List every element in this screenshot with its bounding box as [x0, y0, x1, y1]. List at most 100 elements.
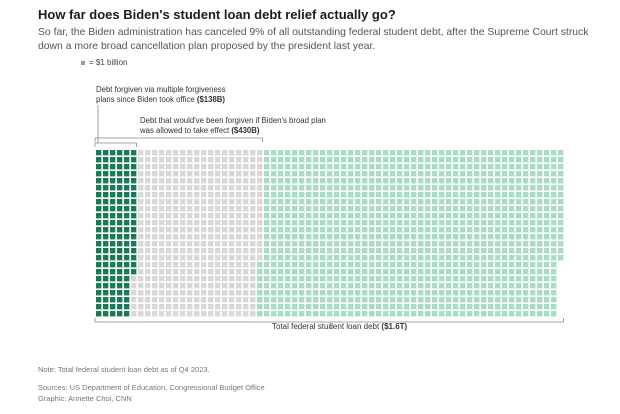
waffle-cell — [495, 185, 501, 191]
waffle-cell — [180, 311, 186, 317]
waffle-cell — [439, 157, 445, 163]
waffle-cell — [425, 185, 431, 191]
waffle-cell — [544, 206, 550, 212]
waffle-cell — [180, 157, 186, 163]
waffle-cell — [138, 283, 144, 289]
waffle-cell — [383, 227, 389, 233]
waffle-cell — [173, 276, 179, 282]
waffle-cell — [327, 290, 333, 296]
waffle-cell — [166, 290, 172, 296]
waffle-cell — [131, 185, 137, 191]
waffle-cell — [243, 150, 249, 156]
waffle-cell — [460, 297, 466, 303]
waffle-cell — [208, 150, 214, 156]
waffle-cell — [418, 227, 424, 233]
waffle-cell — [243, 269, 249, 275]
waffle-cell — [369, 185, 375, 191]
waffle-cell — [117, 178, 123, 184]
waffle-cell — [278, 150, 284, 156]
waffle-cell — [488, 311, 494, 317]
waffle-cell — [292, 297, 298, 303]
waffle-cell — [453, 255, 459, 261]
waffle-cell — [243, 178, 249, 184]
waffle-cell — [467, 248, 473, 254]
waffle-cell — [348, 178, 354, 184]
waffle-cell — [334, 248, 340, 254]
waffle-cell — [530, 304, 536, 310]
waffle-cell — [439, 171, 445, 177]
waffle-cell — [369, 192, 375, 198]
waffle-cell — [285, 283, 291, 289]
waffle-cell — [152, 185, 158, 191]
waffle-cell — [509, 171, 515, 177]
waffle-cell — [327, 220, 333, 226]
waffle-cell — [341, 248, 347, 254]
waffle-cell — [341, 304, 347, 310]
chart-subtitle: So far, the Biden administration has can… — [38, 27, 589, 52]
waffle-cell — [432, 178, 438, 184]
waffle-cell — [194, 150, 200, 156]
waffle-cell — [334, 171, 340, 177]
waffle-cell — [215, 227, 221, 233]
waffle-cell — [369, 276, 375, 282]
waffle-cell — [320, 241, 326, 247]
waffle-cell — [264, 213, 270, 219]
waffle-cell — [229, 192, 235, 198]
waffle-cell — [362, 157, 368, 163]
waffle-cell — [187, 227, 193, 233]
waffle-cell — [537, 206, 543, 212]
waffle-cell — [376, 192, 382, 198]
waffle-cell — [453, 227, 459, 233]
waffle-cell — [355, 192, 361, 198]
waffle-cell — [495, 157, 501, 163]
waffle-cell — [285, 227, 291, 233]
waffle-cell — [110, 199, 116, 205]
waffle-cell — [271, 171, 277, 177]
waffle-cell — [551, 150, 557, 156]
waffle-cell — [145, 290, 151, 296]
waffle-cell — [558, 178, 564, 184]
waffle-cell — [313, 255, 319, 261]
waffle-cell — [159, 297, 165, 303]
waffle-cell — [453, 206, 459, 212]
waffle-cell — [411, 178, 417, 184]
waffle-cell — [488, 150, 494, 156]
waffle-cell — [145, 178, 151, 184]
waffle-cell — [453, 290, 459, 296]
waffle-cell — [383, 206, 389, 212]
waffle-cell — [544, 150, 550, 156]
waffle-cell — [474, 192, 480, 198]
waffle-cell — [523, 262, 529, 268]
waffle-cell — [516, 171, 522, 177]
waffle-cell — [369, 304, 375, 310]
waffle-cell — [117, 185, 123, 191]
waffle-cell — [467, 255, 473, 261]
waffle-cell — [418, 297, 424, 303]
waffle-cell — [201, 185, 207, 191]
waffle-cell — [124, 269, 130, 275]
waffle-cell — [117, 227, 123, 233]
waffle-cell — [348, 283, 354, 289]
waffle-cell — [103, 297, 109, 303]
waffle-cell — [453, 164, 459, 170]
waffle-cell — [537, 178, 543, 184]
waffle-cell — [236, 276, 242, 282]
waffle-cell — [320, 164, 326, 170]
waffle-cell — [348, 255, 354, 261]
waffle-cell — [278, 283, 284, 289]
waffle-cell — [439, 241, 445, 247]
waffle-cell — [404, 185, 410, 191]
waffle-cell — [376, 290, 382, 296]
waffle-cell — [439, 248, 445, 254]
waffle-cell — [474, 234, 480, 240]
waffle-cell — [418, 178, 424, 184]
waffle-cell — [145, 213, 151, 219]
waffle-cell — [460, 276, 466, 282]
waffle-cell — [481, 262, 487, 268]
waffle-cell — [299, 290, 305, 296]
waffle-cell — [159, 192, 165, 198]
waffle-cell — [404, 206, 410, 212]
waffle-cell — [516, 213, 522, 219]
waffle-cell — [348, 171, 354, 177]
waffle-cell — [194, 171, 200, 177]
